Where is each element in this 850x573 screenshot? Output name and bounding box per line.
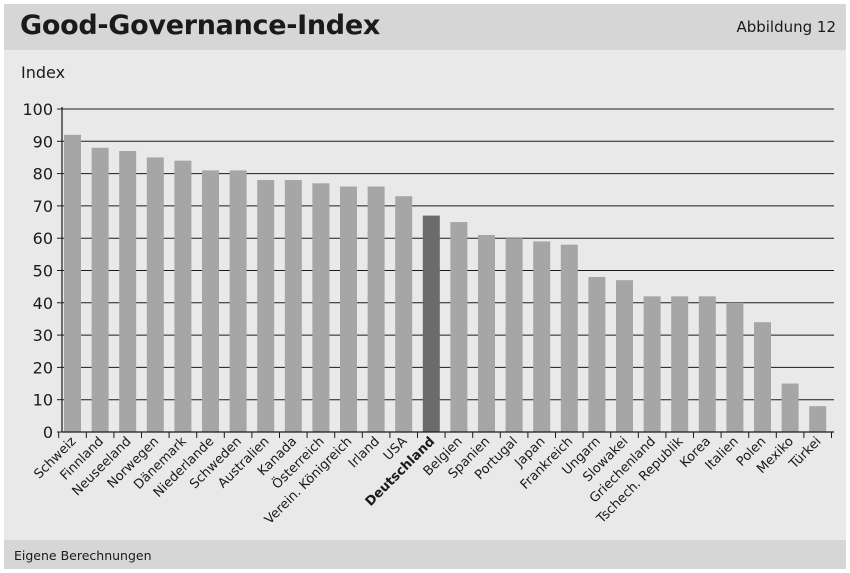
y-tick-label: 40: [33, 294, 53, 313]
bar-frankreich: [560, 244, 578, 432]
figure-number: Abbildung 12: [736, 18, 836, 36]
bar-ungarn: [588, 276, 606, 432]
y-axis-label: Index: [21, 63, 65, 82]
y-tick-label: 30: [33, 326, 53, 345]
y-tick-label: 0: [43, 423, 53, 442]
bar-griechenland: [643, 296, 661, 432]
bar-österreich: [312, 183, 330, 432]
bar-polen: [754, 322, 771, 432]
bar-verein-königreich: [340, 186, 357, 432]
y-tick-labels: 0 10 20 30 40 50 60 70 80 90 100: [22, 100, 53, 442]
bar-belgien: [450, 222, 468, 432]
bar-irland: [367, 186, 385, 432]
bar-finnland: [91, 147, 109, 432]
bar-korea: [698, 296, 716, 432]
bar-niederlande: [202, 170, 219, 432]
figure-header: Good-Governance-Index Abbildung 12: [4, 4, 846, 50]
bar-slowakei: [616, 280, 633, 432]
y-tick-label: 100: [22, 100, 53, 119]
bar-mexiko: [781, 383, 799, 432]
y-tick-label: 70: [33, 197, 53, 216]
bar-schweden: [229, 170, 247, 432]
bar-chart: Index 0 10 20 30 40 50 60 70 80 90 100 SchweizFinn…: [21, 63, 834, 528]
bar-schweiz: [64, 134, 81, 432]
bar-australien: [257, 180, 275, 432]
axes: [57, 107, 834, 438]
y-tick-label: 60: [33, 229, 53, 248]
bar-usa: [395, 196, 413, 432]
chart-title: Good-Governance-Index: [20, 10, 380, 41]
bar-neuseeland: [119, 150, 137, 433]
bars: [64, 134, 827, 433]
y-tick-label: 80: [33, 165, 53, 184]
bar-kanada: [284, 180, 302, 432]
y-tick-label: 20: [33, 358, 53, 377]
x-tick-labels: SchweizFinnlandNeuseelandNorwegenDänemar…: [31, 433, 824, 528]
bar-portugal: [505, 238, 523, 432]
bar-tschech-republik: [671, 296, 689, 432]
bar-dänemark: [174, 160, 192, 432]
figure-footer: Eigene Berechnungen: [4, 540, 846, 569]
bar-deutschland: [422, 215, 440, 432]
bar-italien: [726, 302, 744, 432]
source-note: Eigene Berechnungen: [14, 548, 152, 563]
y-tick-label: 10: [33, 391, 53, 410]
bar-spanien: [478, 234, 495, 432]
bar-japan: [533, 241, 551, 432]
bar-norwegen: [146, 157, 164, 432]
x-tick-label: Irland: [346, 434, 383, 471]
y-tick-label: 50: [33, 262, 53, 281]
bar-türkei: [809, 406, 827, 432]
y-tick-label: 90: [33, 132, 53, 151]
figure-frame: Good-Governance-Index Abbildung 12 Index…: [4, 4, 846, 569]
